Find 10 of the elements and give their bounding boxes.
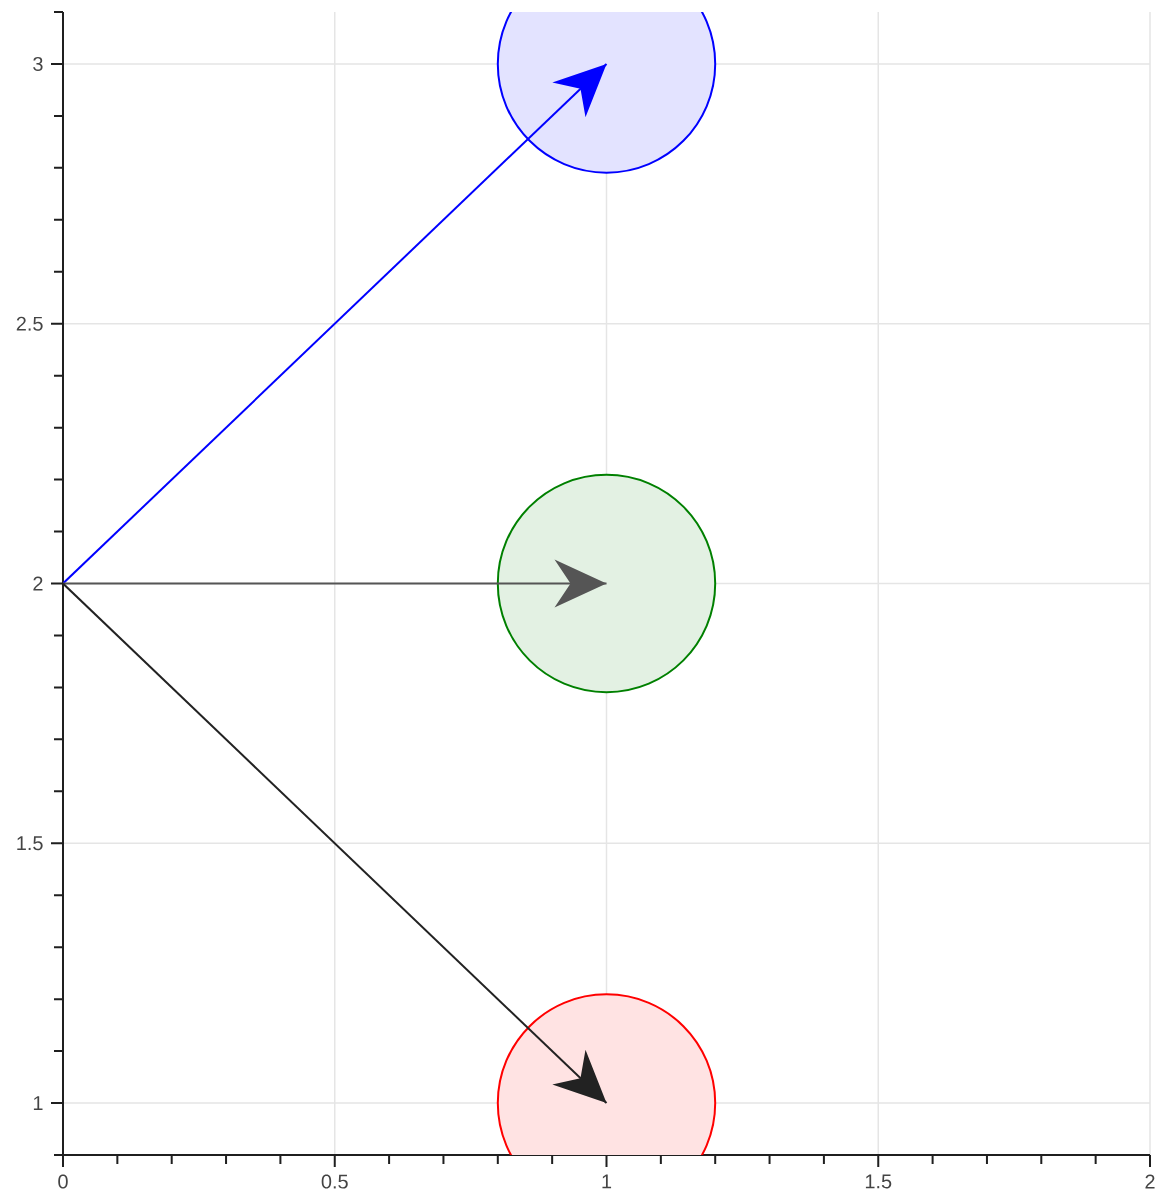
x-tick-label: 1 (602, 1174, 612, 1189)
x-tick-label: 1.5 (865, 1174, 892, 1189)
y-tick-label: 1.5 (17, 836, 43, 851)
y-tick-label: 1 (33, 1096, 43, 1110)
x-tick-label: 2 (1145, 1174, 1155, 1189)
x-tick-label: 0.5 (321, 1174, 348, 1189)
y-tick-label: 2.5 (16, 316, 43, 331)
y-tick-label: 2 (33, 576, 43, 591)
y-tick-label: 3 (33, 56, 43, 72)
x-tick-label: 0 (58, 1174, 68, 1189)
